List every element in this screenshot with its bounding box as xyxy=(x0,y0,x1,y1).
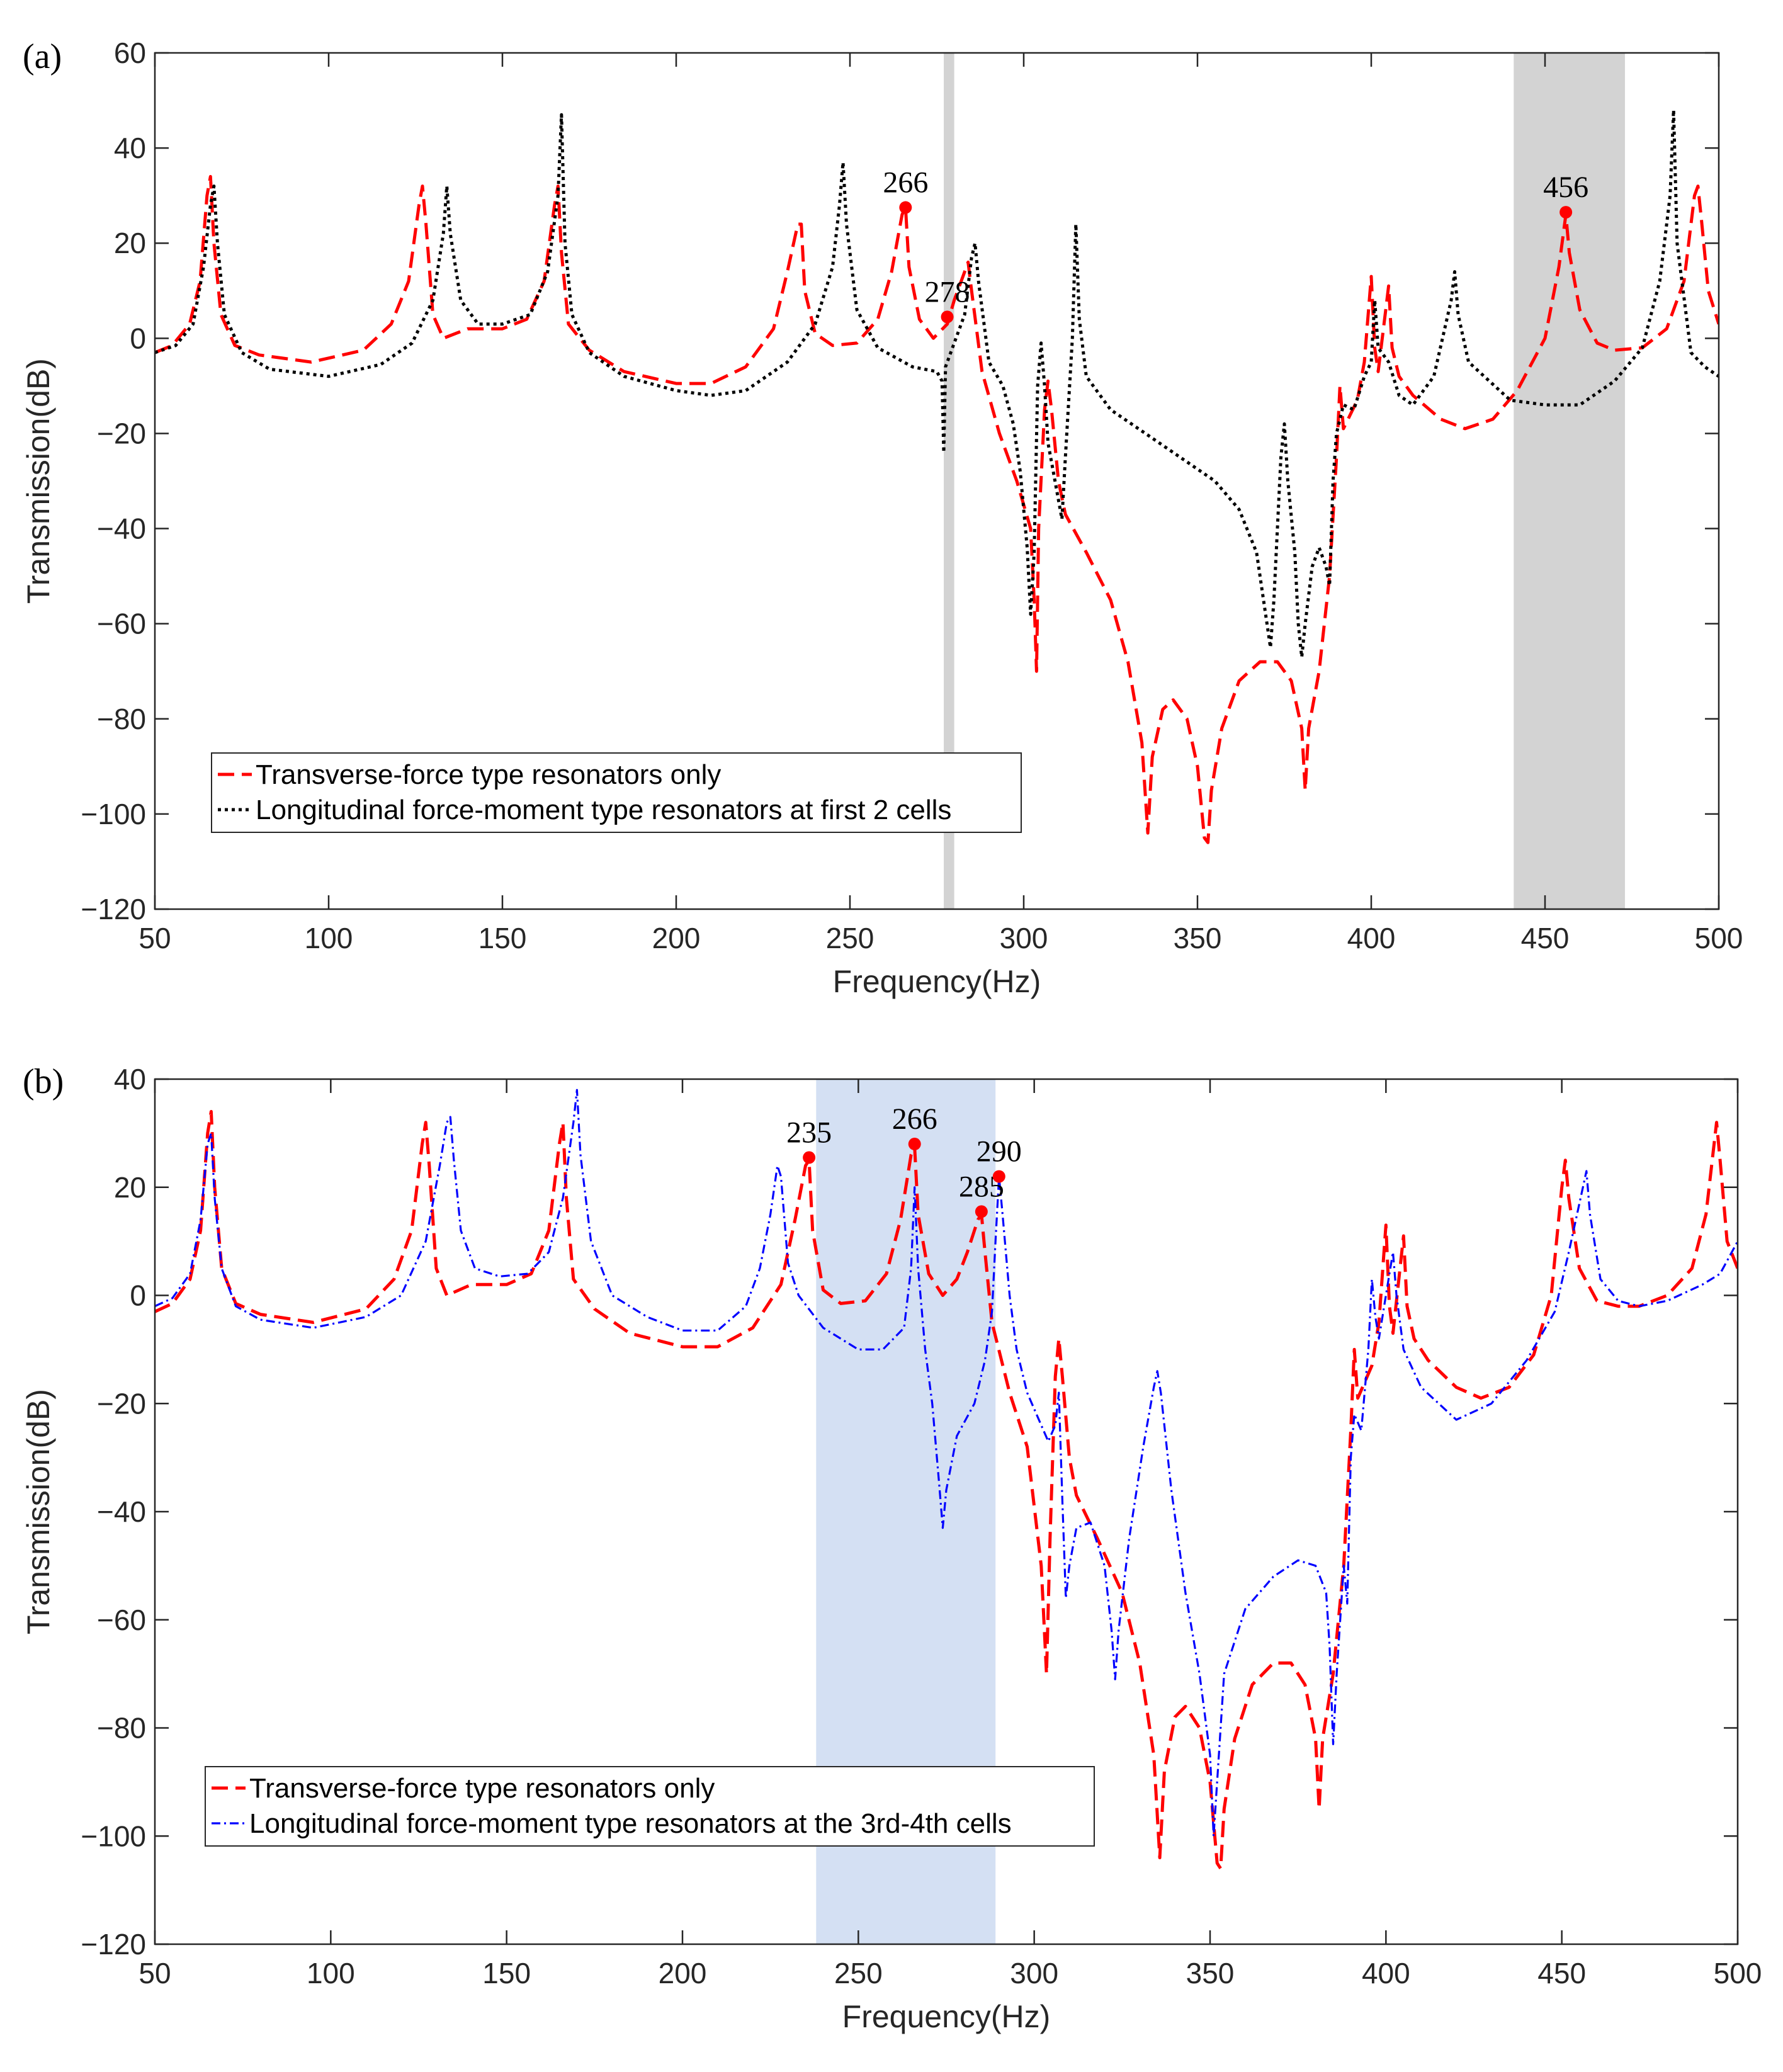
x-tick-label: 300 xyxy=(1010,1957,1058,1990)
x-tick-label: 250 xyxy=(834,1957,883,1990)
y-tick-label: 20 xyxy=(114,227,146,259)
x-tick-label: 300 xyxy=(1000,922,1048,954)
annotation-marker xyxy=(899,201,912,214)
x-tick-label: 500 xyxy=(1714,1957,1762,1990)
x-tick-label: 250 xyxy=(826,922,875,954)
y-tick-label: 0 xyxy=(130,1279,146,1312)
y-tick-label: −100 xyxy=(81,1820,146,1852)
annotation-marker xyxy=(941,310,954,324)
x-axis-label: Frequency(Hz) xyxy=(842,1999,1051,2034)
legend-label-2: Longitudinal force-moment type resonator… xyxy=(249,1808,1012,1839)
annotation-label: 266 xyxy=(892,1102,937,1136)
panel-label: (b) xyxy=(23,1062,64,1101)
x-tick-label: 200 xyxy=(652,922,701,954)
y-tick-label: −20 xyxy=(97,417,146,450)
y-tick-label: 40 xyxy=(114,1063,146,1095)
y-tick-label: 40 xyxy=(114,132,146,164)
x-tick-label: 50 xyxy=(139,1957,171,1990)
annotation-marker xyxy=(975,1205,988,1218)
annotation-marker xyxy=(803,1151,816,1164)
y-tick-label: 20 xyxy=(114,1171,146,1204)
y-tick-label: 60 xyxy=(114,37,146,69)
x-tick-label: 50 xyxy=(139,922,171,954)
series-line-1 xyxy=(155,174,1719,844)
legend-box xyxy=(205,1766,1095,1847)
x-tick-label: 200 xyxy=(659,1957,707,1990)
y-tick-label: −40 xyxy=(97,512,146,545)
y-tick-label: −60 xyxy=(97,608,146,640)
x-tick-label: 100 xyxy=(305,922,353,954)
legend-label-1: Transverse-force type resonators only xyxy=(256,759,721,790)
annotation-marker xyxy=(1559,206,1573,219)
shaded-band xyxy=(1514,53,1625,909)
annotation-label: 266 xyxy=(883,166,928,200)
panel-a: 50 100 150 200 250 300 350 400 450 500−120−100−80… xyxy=(21,37,1743,999)
y-tick-label: −80 xyxy=(97,703,146,735)
y-tick-label: −20 xyxy=(97,1387,146,1420)
annotation-label: 278 xyxy=(925,275,970,309)
annotation-label: 235 xyxy=(786,1116,832,1150)
y-tick-label: −40 xyxy=(97,1495,146,1528)
annotation-label: 456 xyxy=(1543,171,1588,204)
y-tick-label: −120 xyxy=(81,1928,146,1961)
x-tick-label: 150 xyxy=(478,922,527,954)
panel-label: (a) xyxy=(23,37,62,76)
legend-label-2: Longitudinal force-moment type resonator… xyxy=(256,795,951,825)
y-axis-label: Transmission(dB) xyxy=(21,1389,56,1634)
x-tick-label: 100 xyxy=(307,1957,355,1990)
x-tick-label: 150 xyxy=(482,1957,531,1990)
x-tick-label: 350 xyxy=(1174,922,1222,954)
axes-box xyxy=(154,52,1720,910)
panel-b: 50 100 150 200 250 300 350 400 450 500−120−100−80… xyxy=(21,1062,1762,2034)
series-line-2 xyxy=(155,108,1719,659)
series-line-2 xyxy=(155,1089,1738,1837)
legend: Transverse-force type resonators only Lon… xyxy=(211,752,1022,833)
legend: Transverse-force type resonators only Lon… xyxy=(205,1766,1095,1847)
annotation-marker xyxy=(908,1138,921,1151)
annotation-label: 290 xyxy=(976,1135,1022,1169)
x-tick-label: 450 xyxy=(1537,1957,1586,1990)
legend-label-1: Transverse-force type resonators only xyxy=(249,1773,715,1804)
y-tick-label: −80 xyxy=(97,1712,146,1745)
x-tick-label: 350 xyxy=(1186,1957,1235,1990)
y-tick-label: 0 xyxy=(130,322,146,354)
x-tick-label: 500 xyxy=(1695,922,1743,954)
series-line-1 xyxy=(155,1110,1738,1871)
x-tick-label: 400 xyxy=(1347,922,1396,954)
legend-box xyxy=(211,752,1022,833)
x-tick-label: 450 xyxy=(1521,922,1570,954)
y-tick-label: −120 xyxy=(81,893,146,926)
y-axis-label: Transmission(dB) xyxy=(21,358,56,604)
y-tick-label: −60 xyxy=(97,1604,146,1636)
x-tick-label: 400 xyxy=(1362,1957,1410,1990)
annotation-marker xyxy=(992,1170,1005,1183)
y-tick-label: −100 xyxy=(81,798,146,830)
shaded-band xyxy=(944,53,954,909)
x-axis-label: Frequency(Hz) xyxy=(833,964,1041,999)
